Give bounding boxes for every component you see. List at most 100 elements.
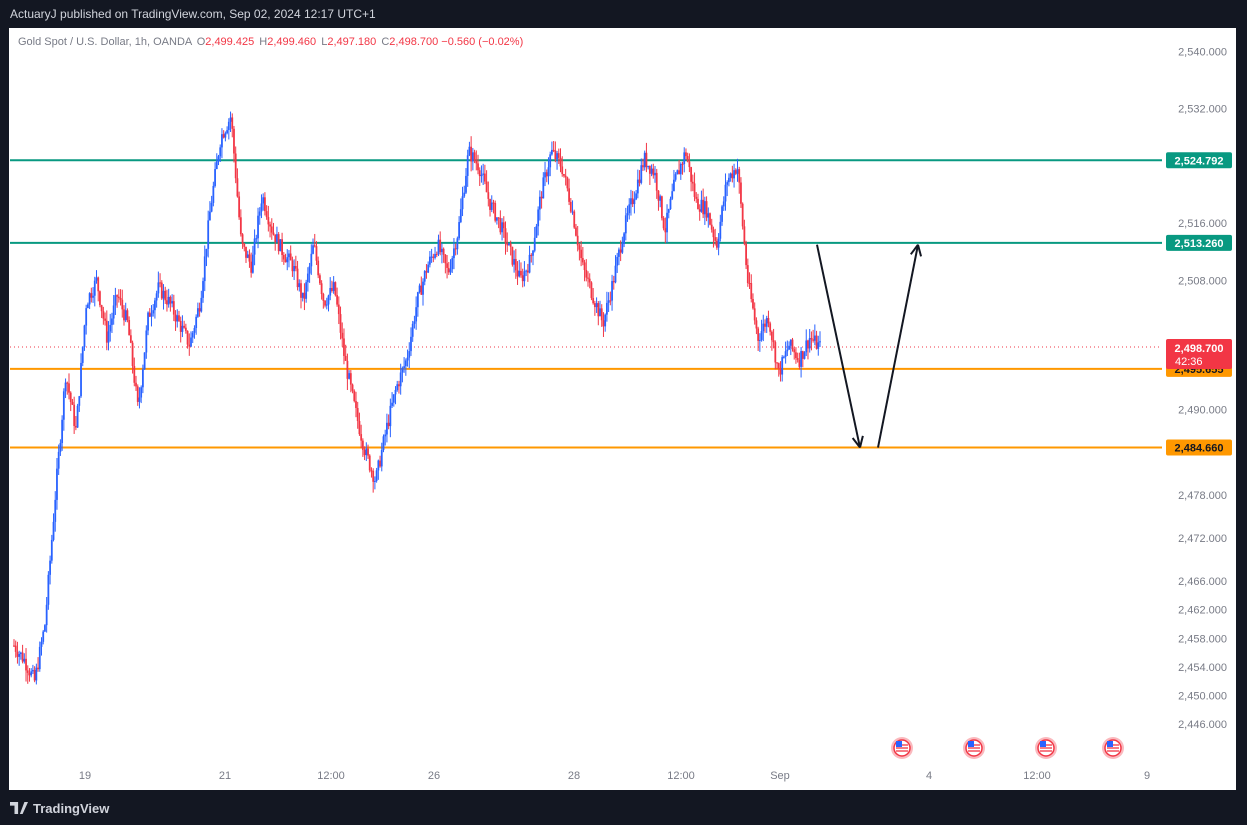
chart-area[interactable] [9, 28, 1236, 790]
candle-body-399 [698, 209, 701, 212]
candle-body-16 [40, 641, 43, 647]
candle-body-93 [172, 301, 175, 315]
candle-body-175 [313, 245, 316, 247]
event-canton-3 [1107, 741, 1113, 747]
low-value: 2,497.180 [327, 36, 377, 48]
candle-body-432 [755, 320, 758, 329]
candle-body-364 [638, 179, 641, 183]
candle-body-361 [633, 199, 636, 205]
candle-body-305 [537, 209, 540, 227]
economic-events [891, 737, 1124, 759]
candle-body-453 [791, 339, 794, 350]
projection-arrow-up[interactable] [877, 244, 919, 448]
time-tick-4: 28 [568, 770, 580, 782]
candle-body-307 [540, 196, 543, 199]
candle-body-178 [319, 275, 321, 284]
candle-body-194 [346, 360, 349, 379]
us-event-flag-icon[interactable] [891, 737, 913, 759]
candle-body-65 [124, 310, 127, 321]
candle-body-382 [669, 198, 672, 210]
candle-body-268 [473, 152, 476, 161]
time-tick-8: 12:00 [1023, 770, 1051, 782]
candle-body-202 [360, 434, 363, 441]
candle-body-284 [501, 222, 503, 233]
candle-body-276 [487, 192, 490, 199]
candle-body-113 [207, 220, 210, 249]
candle-body-367 [643, 152, 646, 168]
candle-body-129 [234, 153, 237, 179]
candle-body-388 [679, 163, 682, 175]
candle-body-208 [370, 470, 373, 472]
candle-body-114 [209, 211, 211, 221]
candle-body-66 [126, 310, 129, 320]
candle-body-70 [133, 366, 136, 383]
candle-body-380 [666, 212, 668, 233]
candle-body-135 [245, 246, 247, 258]
candle-body-427 [746, 265, 749, 284]
candle-body-454 [793, 349, 796, 353]
us-event-flag-icon[interactable] [1035, 737, 1057, 759]
candle-body-415 [726, 182, 729, 185]
candle-body-28 [61, 419, 64, 444]
projection-arrow-down[interactable] [816, 244, 861, 448]
candle-body-148 [267, 217, 270, 225]
price-tick-6: 2,478.000 [1178, 490, 1227, 502]
candle-body-283 [499, 217, 502, 233]
candle-body-106 [195, 316, 198, 329]
candle-body-346 [607, 300, 610, 303]
axis-level-tag-1 [1166, 234, 1232, 251]
candle-body-390 [683, 152, 686, 165]
event-canton-0 [896, 741, 902, 747]
candle-body-236 [418, 285, 421, 293]
candle-body-320 [563, 174, 565, 176]
candle-body-455 [795, 352, 797, 359]
candle-body-233 [413, 321, 416, 324]
candle-body-319 [561, 166, 564, 175]
bar-countdown: 42:36 [1175, 356, 1203, 368]
last-price-tag [1166, 339, 1232, 370]
candle-body-107 [196, 308, 199, 317]
candle-body-310 [545, 172, 548, 177]
candle-body-343 [602, 320, 605, 327]
candle-body-313 [551, 149, 553, 155]
candle-body-141 [255, 238, 258, 240]
candle-body-46 [92, 295, 94, 298]
candle-body-118 [215, 161, 218, 170]
candle-body-407 [712, 229, 715, 238]
candle-body-183 [327, 295, 330, 305]
candle-body-460 [803, 352, 806, 359]
candle-body-434 [758, 339, 761, 341]
candle-body-232 [411, 323, 414, 337]
candle-body-99 [183, 325, 186, 328]
candle-body-142 [257, 215, 259, 239]
candle-body-218 [387, 422, 390, 427]
candle-body-297 [523, 271, 526, 282]
candle-body-285 [502, 222, 505, 229]
candle-body-64 [123, 309, 125, 321]
candle-body-290 [511, 246, 514, 265]
us-event-flag-icon[interactable] [1102, 737, 1124, 759]
candle-body-7 [25, 658, 27, 671]
time-tick-1: 21 [219, 770, 231, 782]
candle-body-134 [243, 243, 246, 247]
candle-body-61 [117, 296, 120, 299]
candle-body-117 [214, 169, 216, 186]
tradingview-logo[interactable]: TradingView [10, 801, 109, 816]
candle-body-253 [447, 267, 450, 273]
candle-body-261 [461, 196, 464, 210]
candle-body-436 [762, 323, 765, 332]
candle-body-317 [557, 153, 560, 158]
candle-body-179 [320, 283, 323, 295]
candle-body-421 [736, 169, 739, 174]
us-event-flag-icon[interactable] [963, 737, 985, 759]
candle-body-20 [47, 574, 50, 605]
candle-body-115 [210, 202, 213, 212]
candle-body-466 [813, 335, 816, 341]
candle-body-231 [410, 336, 412, 352]
time-tick-0: 19 [79, 770, 91, 782]
candle-body-48 [95, 277, 98, 281]
candle-body-299 [526, 270, 529, 273]
candle-body-123 [224, 133, 227, 138]
candle-body-19 [45, 604, 48, 626]
